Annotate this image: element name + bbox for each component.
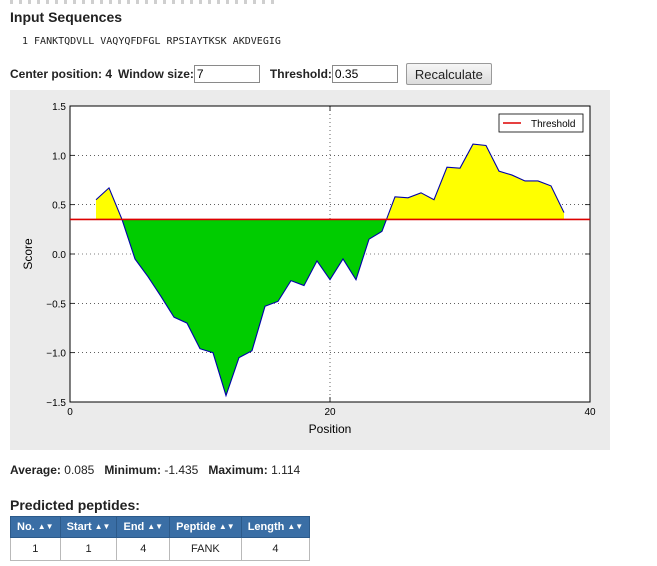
cell-end: 4 [116,537,171,561]
area-above-threshold [473,144,486,220]
x-axis-label: Position [309,422,352,436]
window-size-input[interactable] [193,65,260,83]
controls-bar: Center position: 4 Window size: Threshol… [10,63,492,85]
area-above-threshold [395,196,408,220]
cropped-top-text [10,0,280,4]
y-tick-label: 0.5 [52,201,66,212]
average-value: 0.085 [64,463,95,477]
sort-icon: ▲▼ [287,522,304,531]
y-tick-label: −1.5 [46,398,66,409]
table-row: 1 1 4 FANK 4 [10,537,311,561]
cell-peptide: FANK [169,537,242,561]
threshold-label: Threshold: [269,67,332,81]
score-plot: 1.5 1.0 0.5 0.0 −0.5 −1.0 −1.50 20 40 Position S… [21,102,596,436]
x-tick-label: 0 [67,407,73,418]
section-title-input-sequences: Input Sequences [10,9,123,25]
column-header-no[interactable]: No. ▲▼ [10,516,61,538]
area-above-threshold [512,175,525,220]
area-below-threshold [135,219,148,277]
column-header-end[interactable]: End ▲▼ [116,516,171,538]
y-tick-label: −0.5 [46,299,66,310]
peptides-table: No. ▲▼ Start ▲▼ End ▲▼ Peptide ▲▼ Length ▲▼ 1… [10,516,311,561]
area-above-threshold [551,185,564,220]
y-tick-label: 0.0 [52,250,66,261]
window-size-label: Window size: [118,67,194,81]
area-below-threshold [226,219,239,396]
area-above-threshold [421,192,434,220]
minimum-label: Minimum: [104,463,161,477]
column-header-peptide[interactable]: Peptide ▲▼ [169,516,242,538]
area-above-threshold [538,180,551,220]
maximum-label: Maximum: [208,463,268,477]
cell-length: 4 [240,537,311,561]
area-below-threshold [356,219,369,280]
area-below-threshold [187,219,200,349]
area-below-threshold [369,219,382,240]
column-header-length[interactable]: Length ▲▼ [240,516,311,538]
sort-icon: ▲▼ [37,522,54,531]
area-above-threshold [434,167,447,220]
sort-icon: ▲▼ [94,522,111,531]
area-below-threshold [278,219,291,302]
area-below-threshold [291,219,304,286]
y-tick-label: 1.5 [52,102,66,113]
area-below-threshold [343,219,356,280]
cell-start: 1 [59,537,118,561]
x-tick-label: 40 [584,407,596,418]
maximum-value: 1.114 [271,463,301,477]
area-below-threshold [239,219,252,358]
threshold-input[interactable] [331,65,398,83]
area-below-threshold [148,219,161,297]
minimum-value: -1.435 [164,463,199,477]
cell-no: 1 [10,537,61,561]
area-below-threshold [317,219,330,280]
area-above-threshold [486,145,499,220]
area-below-threshold [174,219,187,324]
summary-stats: Average: 0.085 Minimum: -1.435 Maximum: … [10,463,300,477]
area-below-threshold [330,219,343,280]
area-below-threshold [213,219,226,396]
sequence-line: 1 FANKTQDVLL VAQYQFDFGL RPSIAYTKSK AKDVE… [22,36,281,47]
y-tick-label: −1.0 [46,349,66,360]
section-title-predicted-peptides: Predicted peptides: [10,497,140,513]
score-line [95,143,565,398]
x-tick-label: 20 [324,407,336,418]
y-axis-label: Score [21,238,35,270]
center-position-label: Center position: 4 [10,67,113,81]
y-tick-label: 1.0 [52,151,66,162]
sort-icon: ▲▼ [218,522,235,531]
area-below-threshold [161,219,174,318]
area-above-threshold [525,180,538,220]
area-below-threshold [252,219,265,351]
area-above-threshold [447,167,460,220]
legend-threshold-label: Threshold [531,119,575,130]
legend: Threshold [498,113,584,133]
score-plot-panel: 1.5 1.0 0.5 0.0 −0.5 −1.0 −1.5 0 20 40 Position S… [10,90,610,450]
area-above-threshold [499,171,512,220]
area-below-threshold [265,219,278,307]
average-label: Average: [10,463,61,477]
sort-icon: ▲▼ [147,522,164,531]
area-below-threshold [200,219,213,353]
area-above-threshold [408,192,421,220]
column-header-start[interactable]: Start ▲▼ [59,516,118,538]
area-below-threshold [304,219,317,286]
area-above-threshold [96,187,109,220]
recalculate-button[interactable]: Recalculate [405,63,492,85]
